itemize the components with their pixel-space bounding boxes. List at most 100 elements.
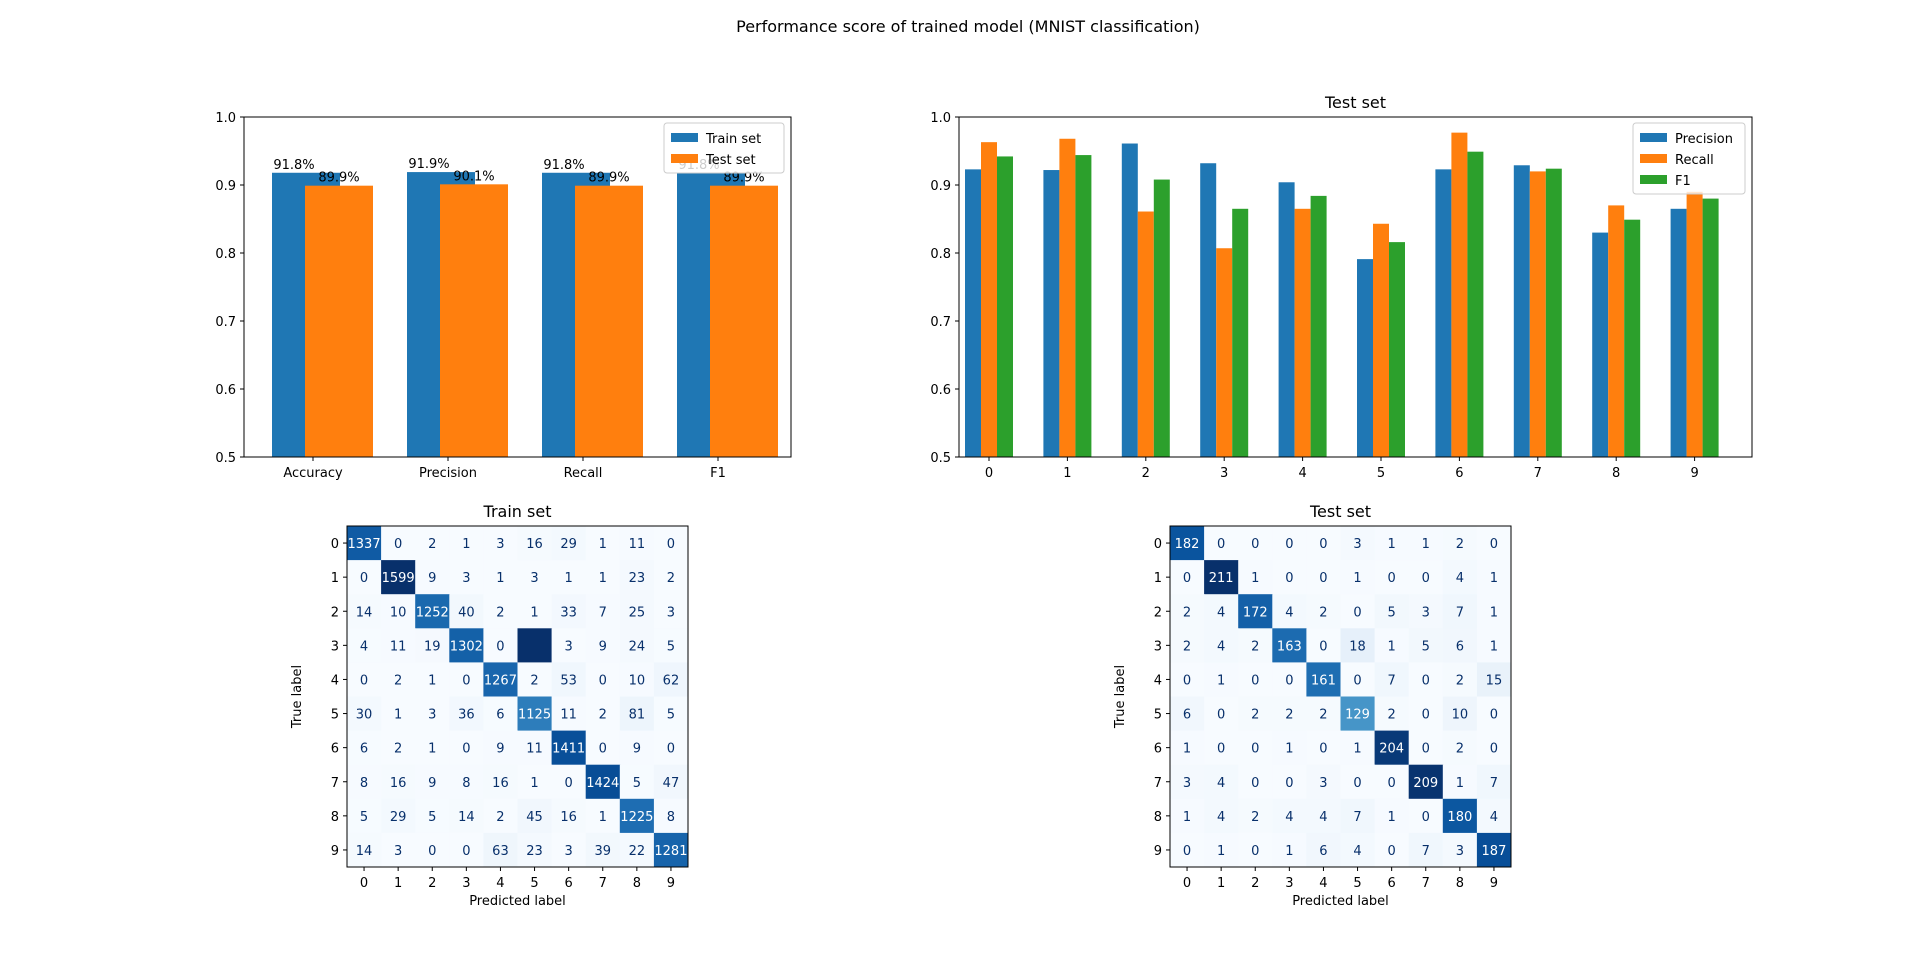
cm-value-7-7: 1424 xyxy=(586,776,619,791)
cm-value-4-9: 62 xyxy=(663,673,680,688)
cm-value-5-3: 2 xyxy=(1285,708,1293,723)
train-confusion-matrix: 1337 0 2 1 3 16 29 1 11 00 1599 9 3 1 3 1 1 23 214 10 1252 40… xyxy=(290,502,689,909)
y-tick-label: 6 xyxy=(1154,742,1162,757)
cm-value-8-5: 45 xyxy=(526,810,543,825)
bar-recall-6 xyxy=(1451,132,1468,457)
cm-value-5-0: 6 xyxy=(1183,708,1191,723)
cm-cell-8-4 xyxy=(483,798,518,834)
cm-cell-9-8 xyxy=(1442,832,1478,868)
cm-cell-2-9 xyxy=(653,594,689,629)
cm-cell-4-5 xyxy=(517,662,553,697)
cm-cell-6-0 xyxy=(1170,730,1205,766)
cm-cell-3-6 xyxy=(551,628,587,663)
cm-value-0-7: 1 xyxy=(1422,537,1430,552)
cm-value-6-9: 0 xyxy=(667,742,675,757)
cm-cell-7-1 xyxy=(1204,764,1239,800)
cm-value-8-2: 2 xyxy=(1251,810,1259,825)
cm-value-3-8: 6 xyxy=(1456,639,1464,654)
cm-value-0-3: 1 xyxy=(462,537,470,552)
cm-cell-5-6 xyxy=(1374,696,1410,732)
cm-cell-9-7 xyxy=(585,832,621,868)
bar-f1-3 xyxy=(1232,208,1249,457)
cm-cell-1-1 xyxy=(381,560,416,595)
cm-cell-4-8 xyxy=(619,662,655,697)
y-tick-label: 0.6 xyxy=(930,383,951,398)
cm-cell-2-7 xyxy=(585,594,621,629)
legend-label: Train set xyxy=(705,132,761,147)
cm-value-0-7: 1 xyxy=(599,537,607,552)
y-tick-label: 5 xyxy=(1154,708,1162,723)
cm-value-0-8: 11 xyxy=(629,537,646,552)
bar-f1-7 xyxy=(1545,168,1562,457)
cm-value-8-6: 16 xyxy=(560,810,577,825)
cm-cell-5-9 xyxy=(1476,696,1512,732)
cm-value-9-8: 22 xyxy=(629,844,646,859)
cm-value-5-6: 11 xyxy=(560,708,577,723)
cm-value-8-4: 2 xyxy=(496,810,504,825)
y-tick-label: 0.7 xyxy=(215,315,236,330)
x-tick-label: 9 xyxy=(1490,876,1498,891)
cm-value-8-6: 1 xyxy=(1388,810,1396,825)
cm-value-8-4: 4 xyxy=(1319,810,1327,825)
cm-cell-9-4 xyxy=(1306,832,1341,868)
cm-value-5-9: 0 xyxy=(1490,708,1498,723)
cm-cell-1-5 xyxy=(517,560,553,595)
cm-cell-3-4 xyxy=(483,628,518,663)
cm-cell-3-1 xyxy=(381,628,416,663)
bar-test-set-recall xyxy=(575,185,643,457)
bar-precision-0 xyxy=(965,169,981,458)
cm-value-2-4: 2 xyxy=(1319,605,1327,620)
cm-cell-1-3 xyxy=(449,560,484,595)
cm-cell-6-1 xyxy=(1204,730,1239,766)
cm-cell-4-4 xyxy=(1306,662,1341,697)
cm-value-2-5: 1 xyxy=(530,605,538,620)
cm-cell-0-1 xyxy=(1204,526,1239,561)
data-label-test-set-precision: 90.1% xyxy=(453,169,494,184)
cm-value-3-2: 2 xyxy=(1251,639,1259,654)
cm-value-6-4: 9 xyxy=(496,742,504,757)
cm-value-0-6: 1 xyxy=(1388,537,1396,552)
cm-value-3-0: 2 xyxy=(1183,639,1191,654)
cm-value-5-5: 129 xyxy=(1345,708,1370,723)
cm-value-1-7: 0 xyxy=(1422,571,1430,586)
cm-cell-8-5 xyxy=(517,798,553,834)
chart-title: Test set xyxy=(1324,93,1386,112)
cm-cell-9-1 xyxy=(1204,832,1239,868)
cm-value-9-9: 1281 xyxy=(654,844,687,859)
cm-value-8-1: 4 xyxy=(1217,810,1225,825)
y-tick-label: 9 xyxy=(331,844,339,859)
y-tick-label: 0 xyxy=(1154,537,1162,552)
bar-test-set-precision xyxy=(440,184,508,457)
cm-value-2-9: 1 xyxy=(1490,605,1498,620)
cm-value-0-0: 182 xyxy=(1175,537,1200,552)
figure-suptitle: Performance score of trained model (MNIS… xyxy=(736,17,1200,36)
cm-cell-6-4 xyxy=(1306,730,1341,766)
cm-value-7-7: 209 xyxy=(1413,776,1438,791)
cm-cell-6-9 xyxy=(653,730,689,766)
cm-cell-3-2 xyxy=(1238,628,1273,663)
x-tick-label: 0 xyxy=(985,466,993,481)
cm-value-0-2: 2 xyxy=(428,537,436,552)
x-tick-label: 6 xyxy=(565,876,573,891)
cm-cell-8-9 xyxy=(653,798,689,834)
cm-cell-1-5 xyxy=(1340,560,1376,595)
x-tick-label: 8 xyxy=(633,876,641,891)
cm-value-0-2: 0 xyxy=(1251,537,1259,552)
cm-value-4-8: 10 xyxy=(629,673,646,688)
x-tick-label: 4 xyxy=(1298,466,1306,481)
x-tick-label: 9 xyxy=(667,876,675,891)
cm-value-9-2: 0 xyxy=(428,844,436,859)
x-tick-label: 3 xyxy=(1285,876,1293,891)
cm-cell-0-5 xyxy=(517,526,553,561)
cm-cell-8-8 xyxy=(1442,798,1478,834)
cm-value-7-4: 3 xyxy=(1319,776,1327,791)
cm-value-6-7: 0 xyxy=(1422,742,1430,757)
cm-cell-6-2 xyxy=(415,730,450,766)
y-tick-label: 5 xyxy=(331,708,339,723)
cm-cell-2-5 xyxy=(517,594,553,629)
x-tick-label: 0 xyxy=(1183,876,1191,891)
bar-precision-5 xyxy=(1357,259,1373,457)
cm-cell-1-9 xyxy=(653,560,689,595)
y-tick-label: 7 xyxy=(331,776,339,791)
